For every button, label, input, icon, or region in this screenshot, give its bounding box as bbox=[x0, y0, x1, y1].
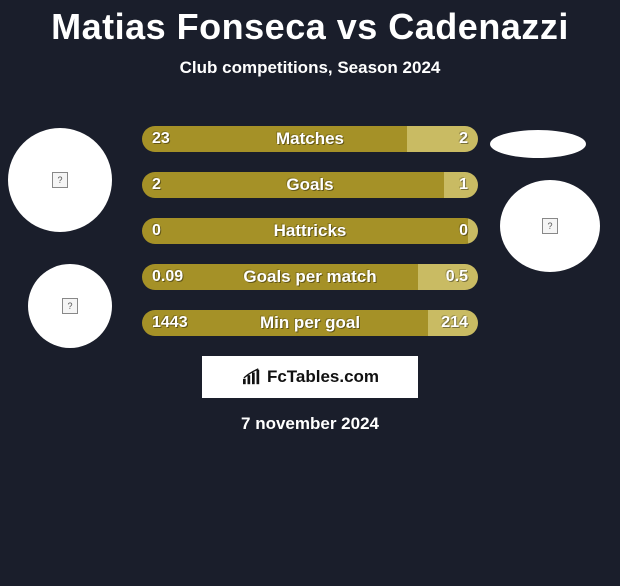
date-label: 7 november 2024 bbox=[0, 414, 620, 434]
page-subtitle: Club competitions, Season 2024 bbox=[0, 58, 620, 78]
stat-value-left: 2 bbox=[152, 176, 161, 194]
stat-value-left: 23 bbox=[152, 130, 170, 148]
stat-value-right: 2 bbox=[459, 130, 468, 148]
stat-value-left: 1443 bbox=[152, 314, 188, 332]
brand-chart-icon bbox=[241, 368, 263, 386]
stat-bar-left bbox=[142, 126, 407, 152]
stat-value-right: 0 bbox=[459, 222, 468, 240]
stat-value-right: 0.5 bbox=[446, 268, 468, 286]
stat-bar: 23 2 Matches bbox=[142, 126, 478, 152]
stat-value-left: 0 bbox=[152, 222, 161, 240]
stat-row: 2 1 Goals bbox=[0, 172, 620, 198]
stats-container: 23 2 Matches 2 1 Goals 0 0 Hattricks 0.09 0.5 Goals… bbox=[0, 126, 620, 336]
stat-bar: 0 0 Hattricks bbox=[142, 218, 478, 244]
stat-bar-right bbox=[468, 218, 478, 244]
stat-bar: 1443 214 Min per goal bbox=[142, 310, 478, 336]
stat-value-left: 0.09 bbox=[152, 268, 183, 286]
stat-row: 0 0 Hattricks bbox=[0, 218, 620, 244]
brand-badge[interactable]: FcTables.com bbox=[202, 356, 418, 398]
stat-label: Matches bbox=[276, 129, 344, 149]
stat-row: 23 2 Matches bbox=[0, 126, 620, 152]
stat-bar: 0.09 0.5 Goals per match bbox=[142, 264, 478, 290]
stat-label: Min per goal bbox=[260, 313, 360, 333]
stat-label: Goals bbox=[286, 175, 333, 195]
stat-label: Goals per match bbox=[243, 267, 376, 287]
stat-value-right: 1 bbox=[459, 176, 468, 194]
stat-label: Hattricks bbox=[274, 221, 347, 241]
page-title: Matias Fonseca vs Cadenazzi bbox=[0, 6, 620, 48]
stat-row: 0.09 0.5 Goals per match bbox=[0, 264, 620, 290]
stat-row: 1443 214 Min per goal bbox=[0, 310, 620, 336]
stat-value-right: 214 bbox=[441, 314, 468, 332]
stat-bar: 2 1 Goals bbox=[142, 172, 478, 198]
brand-label: FcTables.com bbox=[267, 367, 379, 387]
